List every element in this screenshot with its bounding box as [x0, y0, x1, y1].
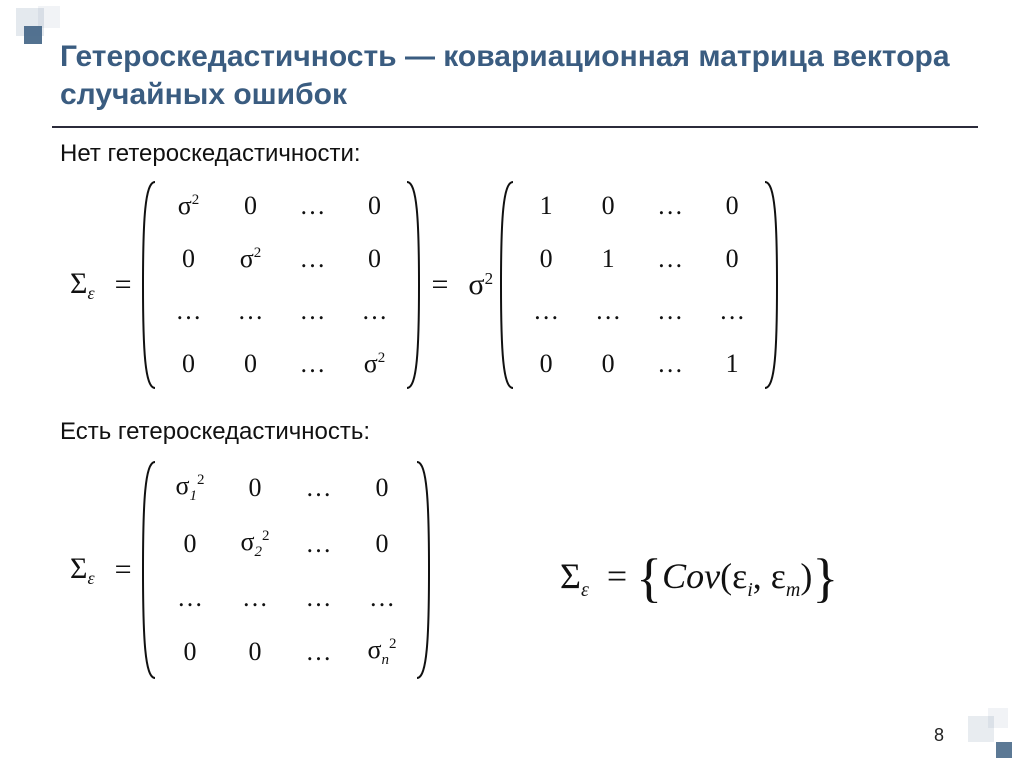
matrix-sigma2-identity: σ20…0 0σ2…0 ………… 00…σ2 [141, 180, 421, 390]
matrix-identity: 10…0 01…0 ………… 00…1 [499, 180, 779, 390]
equation-homoskedastic: Σε = σ20…0 0σ2…0 ………… 00…σ2 = σ2 10…0 01… [70, 180, 779, 390]
equals-sign-2: = [431, 268, 448, 302]
equation-heteroskedastic: Σε = σ120…0 0σ22…0 ………… 00…σn2 [70, 460, 431, 680]
title-underline [52, 126, 978, 128]
matrix-heteroskedastic: σ120…0 0σ22…0 ………… 00…σn2 [141, 460, 430, 680]
matrix-hetero: σ120…0 0σ22…0 ………… 00…σn2 [157, 460, 414, 680]
sigma-epsilon-lhs: Σε [70, 267, 95, 304]
matrix-right: 10…0 01…0 ………… 00…1 [515, 180, 763, 390]
equals-sign: = [115, 268, 132, 302]
label-no-hetero: Нет гетероскедастичности: [60, 140, 361, 168]
scalar-sigma-squared: σ2 [468, 268, 493, 302]
slide-title: Гетероскедастичность — ковариационная ма… [60, 38, 960, 113]
label-yes-hetero: Есть гетероскедастичность: [60, 418, 370, 446]
cov-definition: Σε = {Cov(εi, εm)} [560, 555, 838, 602]
sigma-epsilon-lhs-2: Σε [70, 552, 95, 589]
equals-sign-3: = [115, 553, 132, 587]
matrix-left: σ20…0 0σ2…0 ………… 00…σ2 [157, 180, 405, 390]
page-number: 8 [934, 725, 944, 746]
